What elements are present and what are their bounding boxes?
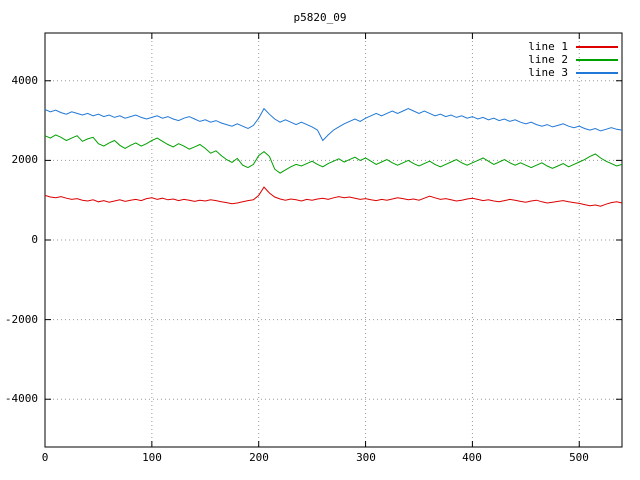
x-tick-label: 100	[142, 451, 162, 464]
y-tick-label: -2000	[4, 313, 38, 326]
legend-line-sample	[576, 71, 618, 74]
x-tick-label: 200	[249, 451, 269, 464]
legend: line 1 line 2 line 3	[520, 40, 618, 79]
y-tick-label: 4000	[11, 74, 39, 87]
legend-item: line 3	[520, 66, 618, 79]
legend-label: line 1	[528, 40, 568, 53]
legend-line-sample	[576, 58, 618, 61]
x-tick-label: 0	[41, 451, 49, 464]
legend-label: line 3	[528, 66, 568, 79]
y-tick-label: 2000	[11, 153, 39, 166]
legend-item: line 2	[520, 53, 618, 66]
x-tick-label: 300	[356, 451, 376, 464]
legend-item: line 1	[520, 40, 618, 53]
x-tick-label: 400	[462, 451, 482, 464]
y-tick-label: 0	[31, 233, 38, 246]
y-tick-label: -4000	[4, 392, 38, 405]
x-tick-label: 500	[569, 451, 589, 464]
legend-label: line 2	[528, 53, 568, 66]
chart-title: p5820_09	[293, 11, 347, 24]
legend-line-sample	[576, 45, 618, 48]
